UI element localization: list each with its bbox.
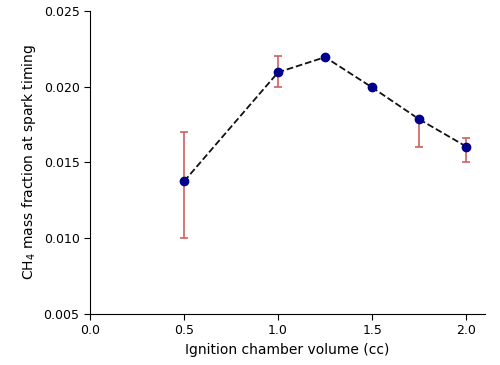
Y-axis label: CH$_4$ mass fraction at spark timing: CH$_4$ mass fraction at spark timing [20, 45, 38, 280]
X-axis label: Ignition chamber volume (cc): Ignition chamber volume (cc) [186, 343, 390, 357]
